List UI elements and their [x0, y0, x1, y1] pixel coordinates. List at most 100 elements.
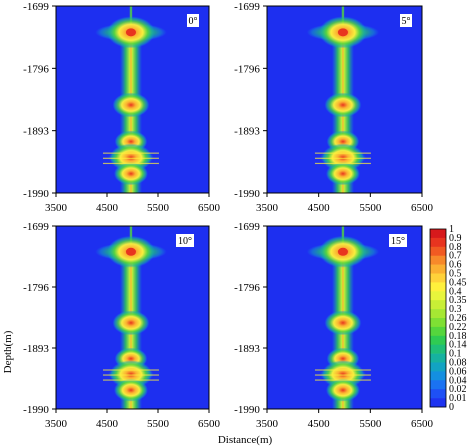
colorbar-label: 0.7 [449, 251, 462, 262]
heatmap-field [56, 226, 209, 409]
reflection-core [112, 310, 150, 336]
colorbar-segment [430, 362, 446, 372]
colorbar-segment [430, 264, 446, 274]
layer-stripe [314, 162, 371, 165]
layer-stripe [102, 157, 159, 159]
x-tick-label: 4500 [308, 418, 331, 430]
y-tick-label: -1893 [23, 126, 49, 138]
colorbar-segment [430, 255, 446, 265]
colorbar-label: 0.04 [449, 375, 467, 386]
layer-stripe [314, 152, 371, 154]
reflection-core [112, 92, 150, 118]
x-tick-label: 6500 [198, 202, 221, 214]
colorbar-segment [430, 309, 446, 319]
colorbar-segment [430, 344, 446, 354]
heatmap-field [267, 6, 422, 193]
y-tick-label: -1796 [23, 282, 49, 294]
y-tick-label: -1893 [234, 343, 260, 355]
colorbar-label: 0.26 [449, 313, 467, 324]
reflection-core [325, 162, 360, 186]
heatmap-field [267, 226, 422, 409]
colorbar-segment [430, 371, 446, 381]
x-tick-label: 4500 [96, 202, 119, 214]
y-tick-label: -1699 [23, 221, 49, 233]
panels-group: -1699 -1796 -1893 -1990 3500 4500 5500 6500 0° -1… [23, 1, 433, 430]
angle-label-box [176, 234, 194, 247]
colorbar-label: 0.6 [449, 260, 462, 271]
y-tick-label: -1699 [234, 1, 260, 13]
y-tick-label: -1990 [23, 188, 49, 200]
colorbar-label: 0.08 [449, 358, 467, 369]
layer-stripe [102, 374, 159, 376]
x-tick-label: 5500 [147, 418, 170, 430]
colorbar-label: 0.5 [449, 269, 462, 280]
panel-3: -1699 -1796 -1893 -1990 3500 4500 5500 6500 10° [23, 221, 220, 430]
x-tick-label: 5500 [147, 202, 170, 214]
colorbar-label: 0.1 [449, 349, 462, 360]
plot-frame [266, 225, 423, 410]
peak-spot [125, 28, 136, 37]
colorbar-label: 0.4 [449, 286, 462, 297]
x-tick-label: 6500 [411, 418, 434, 430]
x-tick-label: 4500 [308, 202, 331, 214]
y-tick-label: -1893 [23, 343, 49, 355]
x-tick-label: 3500 [45, 418, 68, 430]
y-tick-label: -1990 [23, 404, 49, 416]
layer-stripe [314, 374, 371, 376]
x-tick-label: 6500 [411, 202, 434, 214]
peak-spot [125, 247, 136, 256]
panel-2: -1699 -1796 -1893 -1990 3500 4500 5500 6500 5° [234, 1, 433, 214]
colorbar-segment [430, 326, 446, 337]
colorbar-label: 0.01 [449, 393, 467, 404]
reflection-core [324, 310, 362, 336]
colorbar-label: 0.22 [449, 322, 467, 333]
plot-frame [266, 5, 423, 194]
colorbar-segment [430, 229, 446, 239]
colorbar-segment [430, 300, 446, 310]
layer-stripe [102, 152, 159, 154]
reflection-core [113, 162, 148, 186]
colorbar-segment [430, 318, 446, 328]
layer-stripe [102, 369, 159, 371]
x-tick-label: 6500 [198, 418, 221, 430]
colorbar-segment [430, 282, 446, 292]
angle-label: 5° [402, 16, 411, 27]
y-tick-label: -1990 [234, 188, 260, 200]
angle-label-box [389, 234, 407, 247]
colorbar: 10.90.80.70.60.50.450.40.350.30.260.220.… [429, 224, 467, 413]
reflection-core [113, 378, 148, 402]
colorbar-label: 0.14 [449, 340, 467, 351]
colorbar-label: 0.8 [449, 242, 462, 253]
colorbar-label: 0.3 [449, 304, 462, 315]
y-tick-label: -1990 [234, 404, 260, 416]
colorbar-label: 0.06 [449, 366, 467, 377]
colorbar-segment [430, 335, 446, 345]
x-axis-title: Distance(m) [218, 434, 273, 446]
plot-frame [55, 5, 210, 194]
angle-label: 0° [189, 16, 198, 27]
colorbar-segment [430, 291, 446, 301]
peak-spot [337, 247, 348, 256]
y-tick-label: -1796 [234, 63, 260, 75]
colorbar-label: 0 [449, 402, 454, 413]
layer-stripe [314, 369, 371, 371]
angle-label-box [187, 14, 199, 27]
colorbar-label: 1 [449, 224, 454, 235]
x-tick-label: 3500 [256, 418, 279, 430]
colorbar-segment [430, 246, 446, 256]
y-tick-label: -1796 [234, 282, 260, 294]
plot-frame [55, 225, 210, 410]
colorbar-label: 0.18 [449, 331, 467, 342]
colorbar-label: 0.02 [449, 384, 467, 395]
angle-label: 15° [391, 236, 405, 247]
x-tick-label: 5500 [359, 418, 382, 430]
y-tick-label: -1893 [234, 126, 260, 138]
y-tick-label: -1796 [23, 63, 49, 75]
x-tick-label: 3500 [45, 202, 68, 214]
layer-stripe [102, 379, 159, 381]
layer-stripe [102, 162, 159, 165]
y-tick-label: -1699 [23, 1, 49, 13]
colorbar-label: 0.35 [449, 295, 467, 306]
colorbar-segment [430, 389, 446, 399]
x-tick-label: 4500 [96, 418, 119, 430]
